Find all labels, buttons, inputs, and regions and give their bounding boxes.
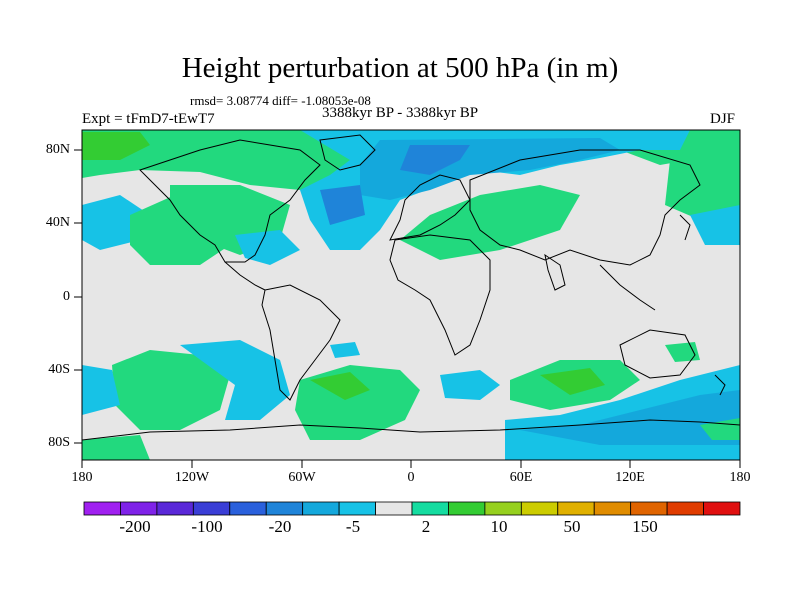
colorbar-label: -100 xyxy=(191,517,223,536)
colorbar xyxy=(83,501,741,516)
field-spac-blue xyxy=(520,390,740,445)
field-sa-lightblue xyxy=(330,342,360,358)
colorbar-label: -200 xyxy=(119,517,151,536)
colorbar-swatch xyxy=(192,501,231,516)
field-sp-lightblue-1 xyxy=(180,340,290,420)
lon-label-120w: 120W xyxy=(174,470,210,485)
field-sind-lightblue xyxy=(440,370,500,400)
coast-greenland xyxy=(319,134,376,171)
coast-se-asia xyxy=(599,264,656,311)
coast-europe xyxy=(389,174,471,241)
field-europe-green xyxy=(400,185,580,260)
lon-label-180-right: 180 xyxy=(729,470,751,485)
lon-label-60e: 60E xyxy=(509,470,533,485)
field-asia-green xyxy=(665,150,740,220)
lon-label-0: 0 xyxy=(407,470,415,485)
colorbar-swatch xyxy=(411,501,449,516)
colorbar-swatch xyxy=(229,501,267,516)
lat-label-40s: 40S xyxy=(48,362,70,377)
experiment-label: Expt = tFmD7-tEwT7 xyxy=(82,111,215,127)
axis-ticks xyxy=(74,149,741,468)
colorbar-swatch xyxy=(666,501,704,516)
colorbar-swatch xyxy=(557,501,595,516)
field-sp-lightblue-2 xyxy=(82,365,120,415)
colorbar-label: 10 xyxy=(490,517,508,536)
colorbar-swatch xyxy=(265,501,304,516)
period-label: 3388kyr BP - 3388kyr BP xyxy=(322,105,479,121)
field-satl-yellowgreen xyxy=(310,372,370,400)
field-east-lightblue xyxy=(690,205,740,245)
colorbar-label: -20 xyxy=(268,517,292,536)
field-north-deepblue-2 xyxy=(320,185,365,225)
field-antarctic-green xyxy=(82,435,150,460)
colorbar-swatch xyxy=(520,501,559,516)
colorbar-swatch xyxy=(448,501,486,516)
colorbar-swatch xyxy=(302,501,340,516)
lat-label-80n: 80N xyxy=(45,142,70,157)
coast-japan xyxy=(679,214,691,241)
colorbar-label: 50 xyxy=(563,517,581,536)
colorbar-swatch xyxy=(375,501,413,516)
colorbar-swatch xyxy=(156,501,194,516)
lat-label-80s: 80S xyxy=(48,435,70,450)
coast-nz xyxy=(714,374,726,396)
season-label: DJF xyxy=(710,111,736,127)
colorbar-swatch xyxy=(83,501,121,516)
field-arctic-yellowgreen xyxy=(82,132,150,160)
colorbar-swatch xyxy=(703,501,741,516)
field-na-lightblue xyxy=(235,230,300,265)
field-sp-green-1 xyxy=(112,350,230,430)
map-title: Height perturbation at 500 hPa (in m) xyxy=(181,52,619,84)
colorbar-swatch xyxy=(630,501,668,516)
coast-central-america xyxy=(224,261,266,291)
colorbar-label: -5 xyxy=(345,517,361,536)
coast-africa xyxy=(389,234,491,356)
colorbar-label: 150 xyxy=(632,517,658,536)
colorbar-label: 2 xyxy=(421,517,431,536)
stats-text: rmsd= 3.08774 diff= -1.08053e-08 xyxy=(190,93,371,108)
coast-australia xyxy=(619,329,696,379)
lon-label-180-left: 180 xyxy=(71,470,93,485)
coast-south-america xyxy=(261,284,341,401)
lon-label-120e: 120E xyxy=(615,470,645,485)
field-spac-green xyxy=(700,418,740,440)
coast-asia xyxy=(469,149,701,266)
colorbar-swatch xyxy=(484,501,522,516)
colorbar-swatch xyxy=(338,501,376,516)
colorbar-swatch xyxy=(593,501,632,516)
field-north-deepblue xyxy=(400,145,470,175)
coastlines xyxy=(82,134,740,441)
coast-north-america xyxy=(139,139,321,263)
colorbar-swatch xyxy=(120,501,158,516)
coast-antarctica xyxy=(82,419,740,441)
lon-label-60w: 60W xyxy=(288,470,316,485)
lat-label-40n: 40N xyxy=(45,215,70,230)
coast-india xyxy=(544,253,566,291)
field-sind-yellowgreen xyxy=(540,368,605,395)
field-shading xyxy=(82,130,740,460)
lat-label-0: 0 xyxy=(63,289,70,304)
